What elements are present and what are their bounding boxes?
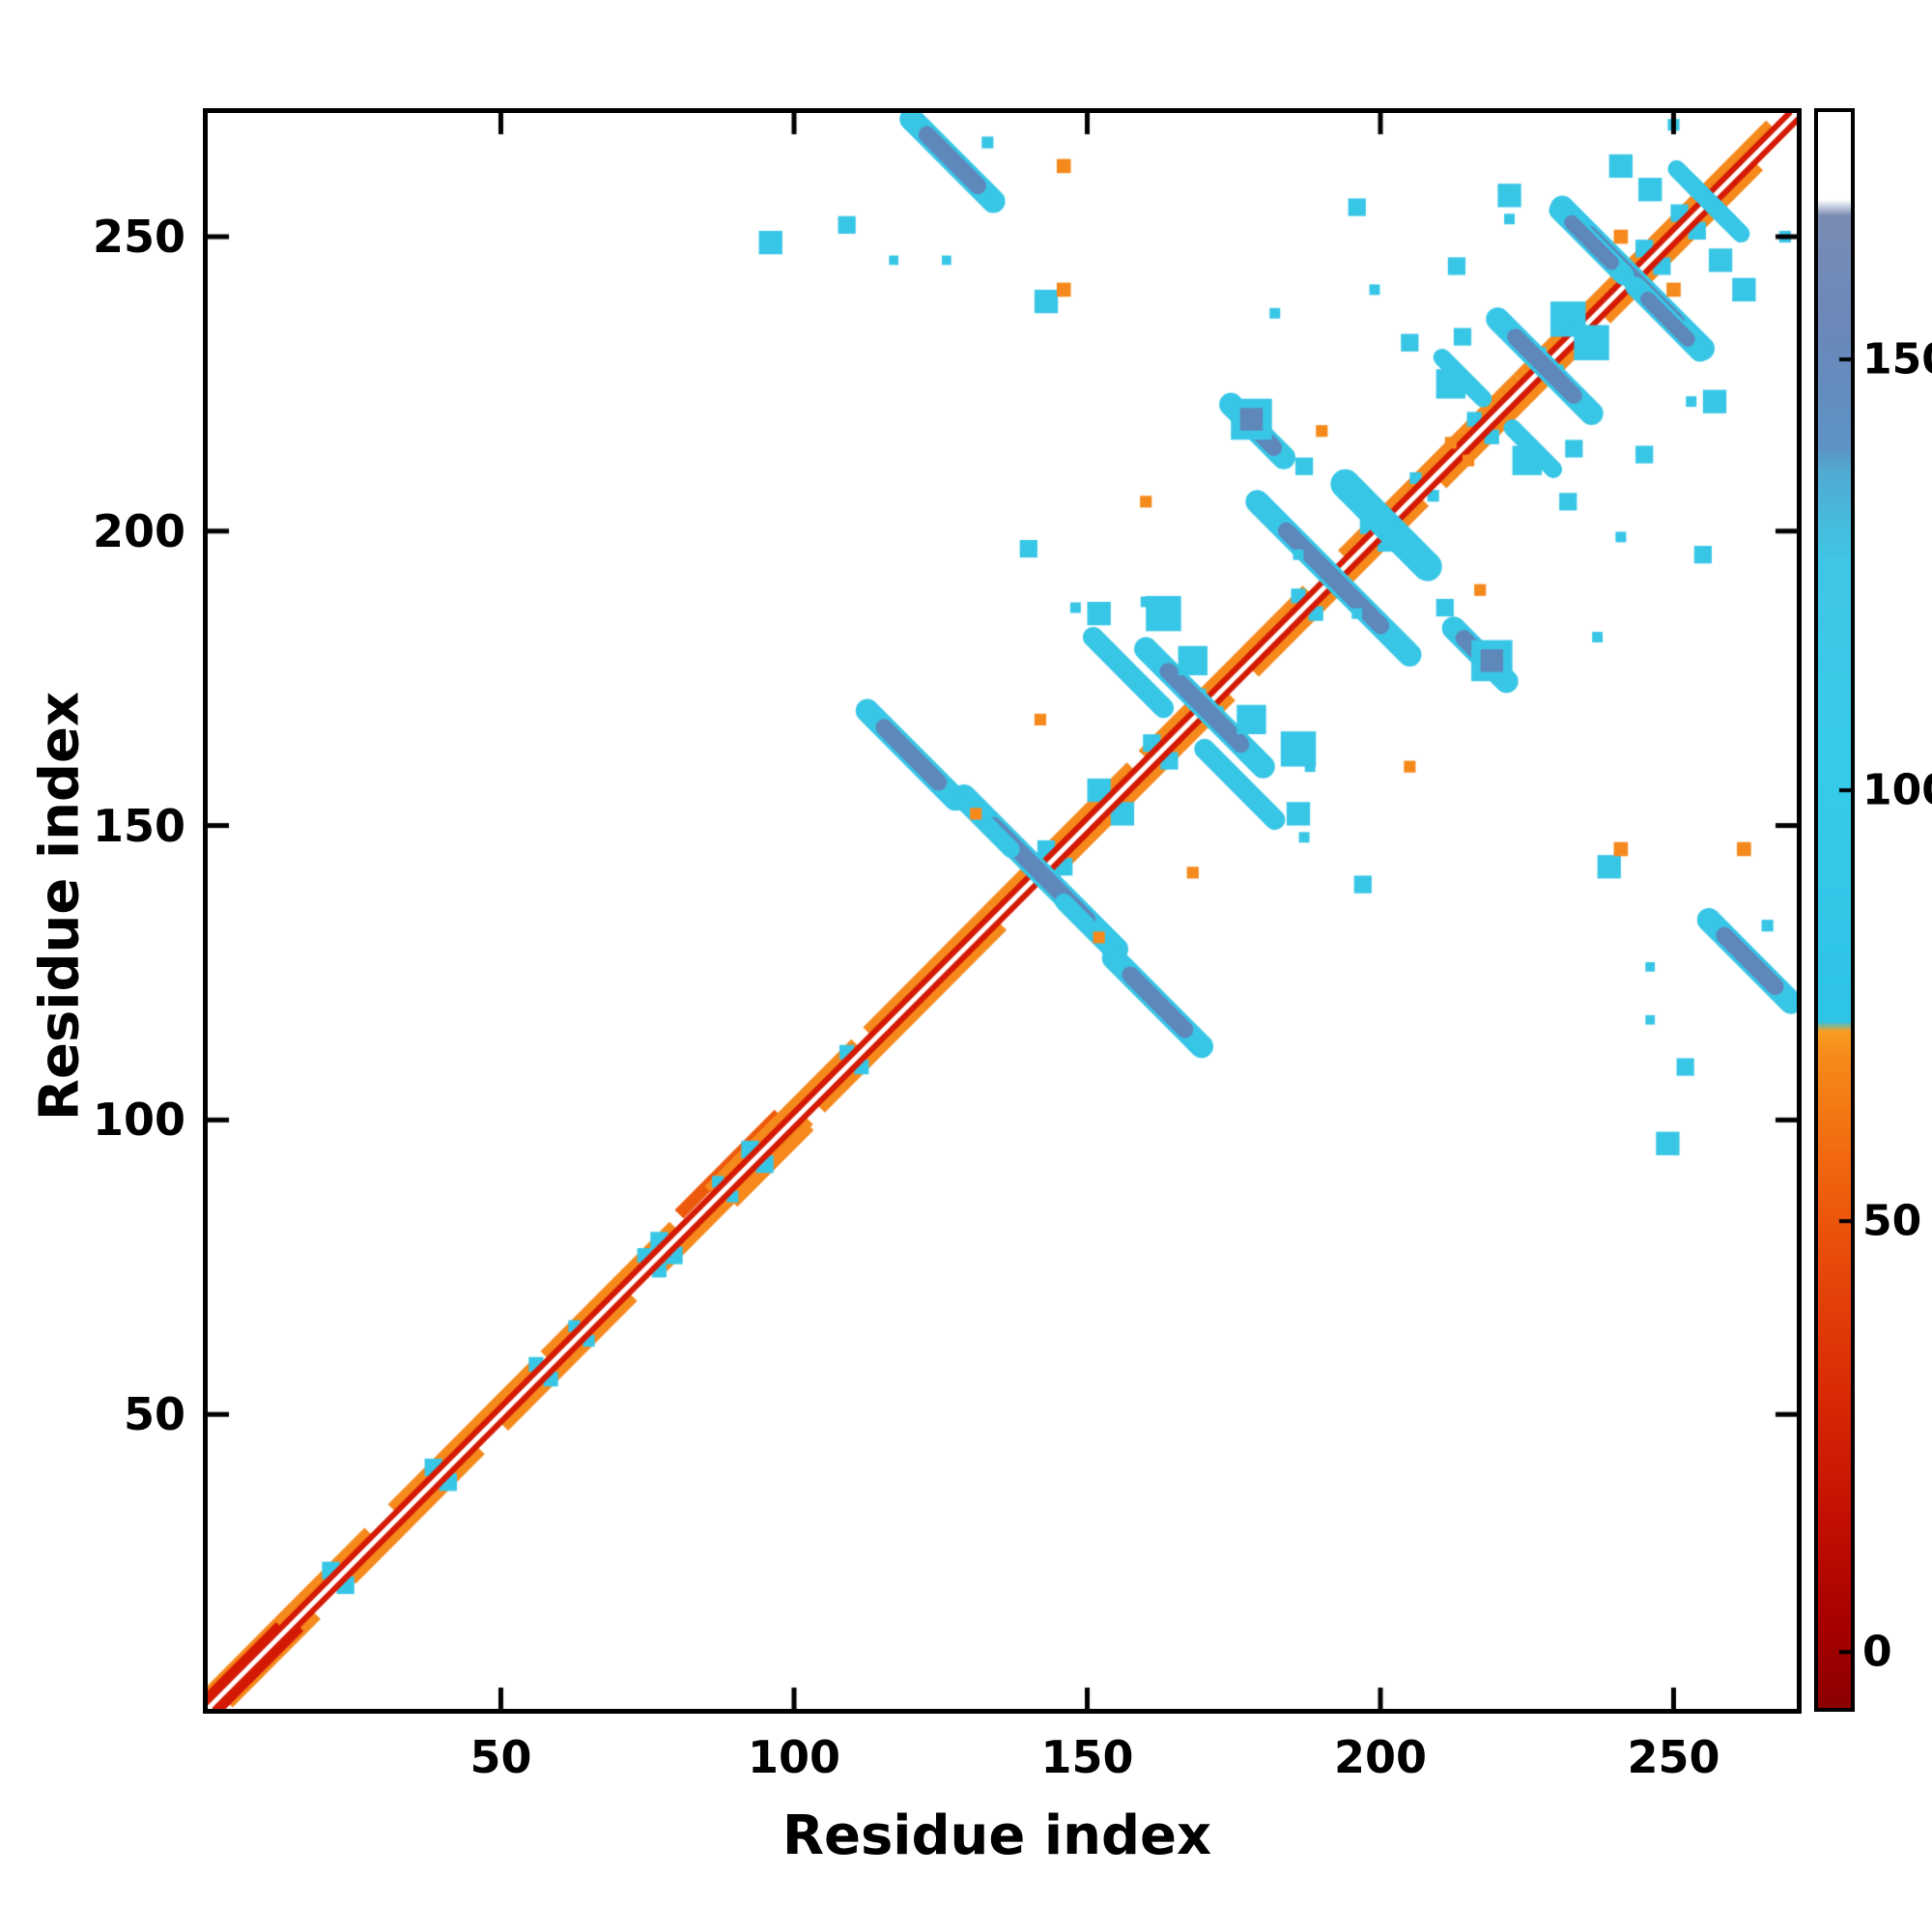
x-tick-label: 250	[1627, 1731, 1720, 1783]
y-tick-label: 50	[123, 1388, 185, 1441]
plot-area	[203, 108, 1802, 1714]
y-tick-label: 150	[92, 799, 185, 852]
contact-map-canvas	[208, 113, 1797, 1709]
x-tick-label: 150	[1040, 1731, 1134, 1783]
x-axis-label: Residue index	[781, 1804, 1212, 1867]
colorbar-tick-label: 100	[1862, 765, 1932, 815]
colorbar	[1814, 108, 1855, 1712]
colorbar-tick-label: 0	[1862, 1627, 1892, 1677]
y-tick-label: 250	[92, 211, 185, 263]
y-tick-label: 100	[92, 1094, 185, 1147]
y-tick-label: 200	[92, 504, 185, 557]
x-tick-label: 200	[1334, 1731, 1428, 1783]
x-tick-label: 100	[747, 1731, 841, 1783]
colorbar-canvas	[1818, 112, 1851, 1708]
colorbar-tick-label: 50	[1862, 1196, 1922, 1246]
x-tick-label: 50	[469, 1731, 532, 1783]
colorbar-tick-label: 150	[1862, 334, 1932, 384]
y-axis-label: Residue index	[28, 691, 92, 1122]
